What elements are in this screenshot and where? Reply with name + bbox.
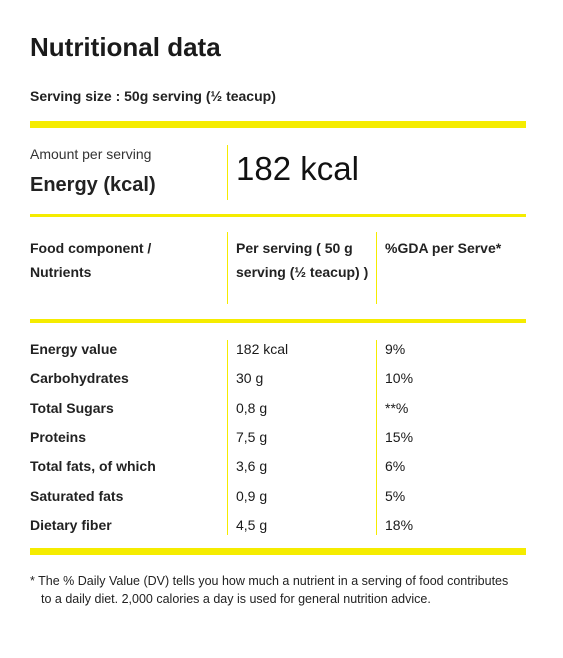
table-cell: 3,6 g bbox=[236, 458, 268, 475]
table-cell: Energy value bbox=[30, 341, 118, 357]
table-cell: Proteins bbox=[30, 428, 87, 445]
table-cell: 18% bbox=[385, 516, 414, 533]
column-header: Food component / Nutrients bbox=[30, 240, 152, 280]
serving-size: Serving size : 50g serving (½ teacup) bbox=[30, 88, 276, 104]
table-cell: 15% bbox=[385, 428, 414, 445]
table-cell: 4,5 g bbox=[236, 516, 268, 533]
table-cell: Dietary fiber bbox=[30, 516, 112, 533]
title: Nutritional data bbox=[30, 32, 221, 62]
column-divider bbox=[376, 232, 377, 304]
table-cell: 30 g bbox=[236, 370, 264, 387]
energy-caption: Amount per serving bbox=[30, 146, 152, 162]
column-divider bbox=[227, 232, 228, 304]
table-cell: **% bbox=[385, 399, 409, 416]
table-cell: Saturated fats bbox=[30, 487, 124, 504]
table-cell: 5% bbox=[385, 487, 406, 504]
divider bbox=[30, 121, 526, 128]
divider bbox=[30, 319, 526, 323]
energy-value: 182 kcal bbox=[236, 150, 359, 187]
table-cell: Carbohydrates bbox=[30, 370, 129, 387]
table-cell: Total Sugars bbox=[30, 399, 114, 416]
table-cell: 6% bbox=[385, 458, 406, 475]
table-cell: 0,9 g bbox=[236, 487, 268, 504]
table-cell: Total fats, of which bbox=[30, 458, 156, 475]
footnote: * The % Daily Value (DV) tells you how m… bbox=[30, 574, 509, 606]
column-header: %GDA per Serve* bbox=[385, 240, 502, 256]
column-divider bbox=[376, 340, 377, 535]
column-divider bbox=[227, 145, 228, 200]
column-header: Per serving ( 50 g serving (½ teacup) ) bbox=[236, 240, 369, 280]
divider bbox=[30, 548, 526, 555]
table-cell: 182 kcal bbox=[236, 341, 289, 357]
table-cell: 10% bbox=[385, 370, 414, 387]
table-cell: 7,5 g bbox=[236, 428, 268, 445]
divider bbox=[30, 214, 526, 217]
table-cell: 0,8 g bbox=[236, 399, 268, 416]
energy-label: Energy (kcal) bbox=[30, 174, 156, 196]
table-cell: 9% bbox=[385, 341, 406, 357]
column-divider bbox=[227, 340, 228, 535]
